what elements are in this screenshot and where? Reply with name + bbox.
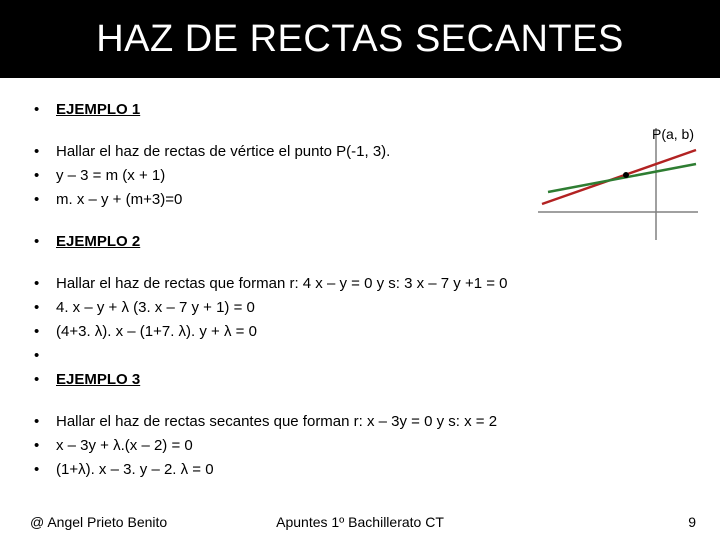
body-line: Hallar el haz de rectas secantes que for… — [56, 412, 690, 432]
list-item: • Hallar el haz de rectas secantes que f… — [30, 412, 690, 432]
body-line: (4+3. λ). x – (1+7. λ). y + λ = 0 — [56, 322, 690, 342]
section-heading: EJEMPLO 1 — [56, 100, 690, 120]
footer-author: @ Angel Prieto Benito — [30, 514, 167, 530]
bullet-dot: • — [30, 412, 56, 432]
list-item: • x – 3y + λ.(x – 2) = 0 — [30, 436, 690, 456]
bullet-dot: • — [30, 436, 56, 456]
list-item: • EJEMPLO 3 — [30, 370, 690, 390]
bullet-dot: • — [30, 298, 56, 318]
list-item: • (4+3. λ). x – (1+7. λ). y + λ = 0 — [30, 322, 690, 342]
bullet-dot: • — [30, 142, 56, 162]
secant-line-1 — [542, 150, 696, 204]
list-item: • Hallar el haz de rectas que forman r: … — [30, 274, 690, 294]
point-label: P(a, b) — [652, 126, 694, 142]
page-title: HAZ DE RECTAS SECANTES — [96, 18, 624, 61]
footer: @ Angel Prieto Benito Apuntes 1º Bachill… — [0, 514, 720, 530]
bullet-dot: • — [30, 322, 56, 342]
intersection-point — [623, 172, 629, 178]
bullet-dot: • — [30, 370, 56, 390]
footer-subtitle: Apuntes 1º Bachillerato CT — [276, 514, 444, 530]
body-line: (1+λ). x – 3. y – 2. λ = 0 — [56, 460, 690, 480]
bullet-dot: • — [30, 274, 56, 294]
body-line: x – 3y + λ.(x – 2) = 0 — [56, 436, 690, 456]
section-heading: EJEMPLO 3 — [56, 370, 690, 390]
list-item: • 4. x – y + λ (3. x – 7 y + 1) = 0 — [30, 298, 690, 318]
list-item: • — [30, 346, 690, 366]
bullet-dot: • — [30, 190, 56, 210]
title-bar: HAZ DE RECTAS SECANTES — [0, 0, 720, 78]
diagram-svg — [538, 128, 698, 240]
bullet-dot: • — [30, 232, 56, 252]
bullet-dot: • — [30, 460, 56, 480]
spacer — [30, 394, 690, 408]
body-line: Hallar el haz de rectas que forman r: 4 … — [56, 274, 690, 294]
secant-line-2 — [548, 164, 696, 192]
bullet-dot: • — [30, 100, 56, 120]
footer-page-number: 9 — [688, 514, 696, 530]
bullet-dot: • — [30, 346, 56, 366]
list-item: • EJEMPLO 1 — [30, 100, 690, 120]
bullet-dot: • — [30, 166, 56, 186]
body-line: 4. x – y + λ (3. x – 7 y + 1) = 0 — [56, 298, 690, 318]
secant-lines-diagram: P(a, b) — [538, 128, 698, 240]
list-item: • (1+λ). x – 3. y – 2. λ = 0 — [30, 460, 690, 480]
spacer — [30, 256, 690, 270]
